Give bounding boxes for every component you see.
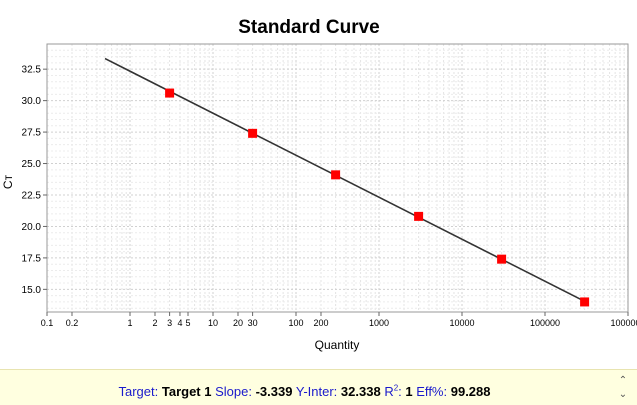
status-bar: Target: Target 1 Slope: -3.339 Y-Inter: … <box>0 369 637 405</box>
data-point[interactable] <box>248 128 258 138</box>
plot-frame <box>46 43 629 313</box>
data-point[interactable] <box>165 88 175 98</box>
y-tick-label: 27.5 <box>22 128 42 139</box>
chart-title: Standard Curve <box>238 17 379 38</box>
target-value: Target 1 <box>161 384 212 399</box>
x-tick-label: 3 <box>167 318 172 328</box>
scroll-controls: ⌃ ⌄ <box>615 374 631 404</box>
y-tick-label: 17.5 <box>22 253 42 264</box>
point-layer <box>165 88 590 307</box>
x-tick-label: 1000000 <box>610 318 637 328</box>
standard-curve-fit-line <box>104 57 585 303</box>
curve-stats: Target: Target 1 Slope: -3.339 Y-Inter: … <box>0 384 609 400</box>
x-tick-label: 100000 <box>530 318 560 328</box>
x-tick-label: 1000 <box>369 318 389 328</box>
y-tick-label: 15.0 <box>22 285 42 296</box>
x-tick-label: 200 <box>313 318 328 328</box>
r2-colon: : <box>398 384 402 399</box>
tick-layer: 0.1 0.2 1 2 3 4 5 10 20 30 100 200 1000 10000 100000 10… <box>22 65 637 328</box>
x-tick-label: 10 <box>208 318 218 328</box>
slope-label: Slope: <box>215 384 252 399</box>
y-tick-label: 20.0 <box>22 222 42 233</box>
x-tick-label: 20 <box>233 318 243 328</box>
x-tick-label: 100 <box>288 318 303 328</box>
x-tick-label: 1 <box>127 318 132 328</box>
y-tick-label: 30.0 <box>22 96 42 107</box>
r2-superscript: 2 <box>393 383 399 393</box>
yinter-label: Y-Inter: <box>295 384 338 399</box>
chevron-up-icon[interactable]: ⌃ <box>618 375 628 386</box>
data-point[interactable] <box>497 254 507 264</box>
r2-letter: R <box>384 384 394 399</box>
y-tick-label: 25.0 <box>22 159 42 170</box>
x-tick-label: 2 <box>152 318 157 328</box>
fit-line-layer <box>104 57 585 303</box>
x-tick-label: 10000 <box>449 318 474 328</box>
eff-label: Eff%: <box>416 384 448 399</box>
y-tick-label: 32.5 <box>22 65 42 76</box>
x-tick-label: 30 <box>248 318 258 328</box>
standard-curve-chart: 0.1 0.2 1 2 3 4 5 10 20 30 100 200 1000 10000 100000 10… <box>1 17 637 352</box>
data-point[interactable] <box>331 170 341 180</box>
r2-value: 1 <box>405 384 413 399</box>
x-tick-label: 0.2 <box>66 318 79 328</box>
x-tick-label: 0.1 <box>41 318 54 328</box>
grid-layer <box>46 43 628 312</box>
chart-svg: 0.1 0.2 1 2 3 4 5 10 20 30 100 200 1000 10000 100000 10… <box>1 17 637 352</box>
yinter-value: 32.338 <box>340 384 381 399</box>
y-axis-label: Cт <box>1 174 15 189</box>
slope-value: -3.339 <box>255 384 293 399</box>
r2-label: R2: <box>384 384 401 399</box>
chevron-down-icon[interactable]: ⌄ <box>618 389 628 400</box>
x-axis-label: Quantity <box>315 338 360 352</box>
eff-value: 99.288 <box>450 384 491 399</box>
y-tick-label: 22.5 <box>22 190 42 201</box>
x-tick-label: 5 <box>186 318 191 328</box>
x-tick-label: 4 <box>177 318 182 328</box>
data-point[interactable] <box>580 297 590 307</box>
target-label: Target: <box>118 384 159 399</box>
data-point[interactable] <box>414 211 424 221</box>
